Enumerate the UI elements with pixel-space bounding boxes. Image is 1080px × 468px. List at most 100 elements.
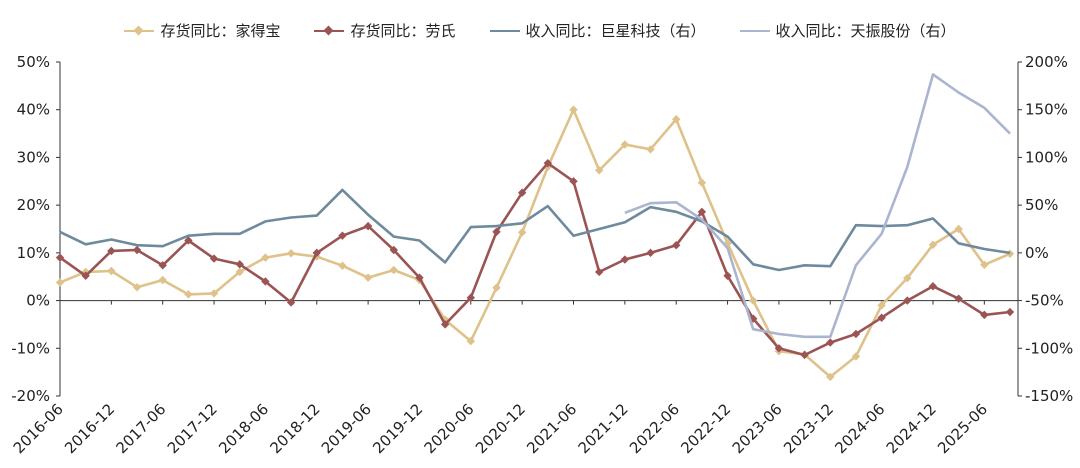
series-1-point <box>1005 307 1015 317</box>
series-1-point <box>312 248 321 258</box>
series-1-point <box>81 271 90 280</box>
series-0-point <box>338 261 347 270</box>
series-1-point <box>877 313 886 322</box>
legend: 存货同比：家得宝 存货同比：劳氏 收入同比：巨星科技（右） 收入同比：天振股份（… <box>0 20 1080 41</box>
series-0-point <box>646 145 655 154</box>
series-1-point <box>672 241 681 250</box>
x-tick-label: 2022-12 <box>677 400 734 457</box>
series-0-point <box>826 372 835 382</box>
series-0-point <box>235 267 244 277</box>
series-0-point <box>697 178 707 187</box>
x-tick-label: 2016-12 <box>61 400 118 457</box>
series-1-point <box>826 338 835 347</box>
series-1-point <box>980 310 989 320</box>
series-1-point <box>594 267 604 277</box>
series-1-point <box>928 282 938 291</box>
series-1-point <box>723 271 732 280</box>
series-1-point <box>338 231 347 240</box>
series-1-point <box>107 246 116 256</box>
series-0-point <box>851 352 861 361</box>
series-0-point <box>928 240 938 249</box>
series-1-point <box>646 248 655 258</box>
series-1-point <box>440 320 450 329</box>
series-1-point <box>749 314 758 323</box>
series-0-point <box>1005 249 1015 259</box>
series-0-point <box>286 249 296 258</box>
y-left-tick-label: 50% <box>17 53 50 71</box>
series-line-2 <box>59 188 1011 272</box>
series-line-1 <box>59 161 1011 357</box>
series-0-point <box>132 283 142 292</box>
series-0-point <box>903 273 912 283</box>
series-1-point <box>209 254 219 263</box>
series-0-point <box>877 301 886 310</box>
series-1-point <box>569 177 578 186</box>
y-right-tick-label: -50% <box>1025 292 1064 310</box>
y-right-tick-label: 150% <box>1025 101 1068 119</box>
series-0-point <box>107 266 116 276</box>
y-left-tick-label: 10% <box>17 244 50 262</box>
x-tick-label: 2020-06 <box>421 400 478 457</box>
series-0-point <box>363 273 373 282</box>
series-0-point <box>158 275 167 285</box>
series-1-point <box>184 236 193 245</box>
series-1-point <box>158 261 167 270</box>
legend-label-0: 存货同比：家得宝 <box>160 22 281 40</box>
series-1-point <box>543 158 553 168</box>
series-1-point <box>261 277 270 286</box>
x-tick-label: 2021-12 <box>575 400 632 457</box>
series-0-point <box>723 239 732 248</box>
x-tick-label: 2019-06 <box>318 400 375 457</box>
legend-item-0: 存货同比：家得宝 <box>124 20 280 41</box>
series-1-point <box>55 253 65 262</box>
x-tick-label: 2016-06 <box>10 400 67 457</box>
y-right-tick-label: 50% <box>1025 196 1058 214</box>
series-0-point <box>389 265 398 275</box>
x-tick-label: 2024-06 <box>831 400 888 457</box>
series-0-point <box>184 290 193 299</box>
x-tick-label: 2021-06 <box>523 400 580 457</box>
legend-label-2: 收入同比：巨星科技（右） <box>525 22 706 40</box>
series-1-point <box>286 298 296 307</box>
series-line-3 <box>624 73 1011 339</box>
series-1-point <box>697 207 707 217</box>
series-1-point <box>363 221 373 231</box>
series-0-point <box>749 296 758 305</box>
series-1-point <box>903 296 912 305</box>
x-tick-label: 2017-12 <box>164 400 221 457</box>
series-1-point <box>774 344 784 353</box>
x-tick-label: 2019-12 <box>369 400 426 457</box>
series-0-point <box>620 140 630 149</box>
x-tick-label: 2018-06 <box>215 400 272 457</box>
series-0-point <box>569 105 578 114</box>
series-0-point <box>466 336 476 346</box>
y-left-tick-label: -10% <box>11 339 50 357</box>
y-left-tick-label: 0% <box>26 292 50 310</box>
series-1-point <box>235 260 244 269</box>
legend-swatch-1 <box>314 24 345 38</box>
series-line-0 <box>59 108 1011 379</box>
x-tick-label: 2023-06 <box>729 400 786 457</box>
series-0-point <box>517 228 527 237</box>
x-tick-label: 2023-12 <box>780 400 837 457</box>
series-1-point <box>800 350 809 360</box>
series-0-point <box>954 224 963 234</box>
series-0-point <box>209 289 219 298</box>
legend-label-3: 收入同比：天振股份（右） <box>775 22 956 40</box>
series-0-point <box>594 166 604 175</box>
y-right-tick-label: -100% <box>1025 339 1073 357</box>
series-1-point <box>851 329 861 339</box>
series-0-point <box>492 283 501 292</box>
y-left-tick-label: 30% <box>17 148 50 166</box>
series-1-point <box>954 294 963 303</box>
y-left-tick-label: -20% <box>11 387 50 405</box>
legend-label-1: 存货同比：劳氏 <box>350 22 456 40</box>
x-tick-label: 2020-12 <box>472 400 529 457</box>
y-right-tick-label: 200% <box>1025 53 1068 71</box>
y-right-tick-label: -150% <box>1025 387 1073 405</box>
x-tick-label: 2024-12 <box>883 400 940 457</box>
legend-swatch-2 <box>489 24 520 38</box>
series-1-point <box>466 293 476 302</box>
x-tick-label: 2025-06 <box>934 400 991 457</box>
